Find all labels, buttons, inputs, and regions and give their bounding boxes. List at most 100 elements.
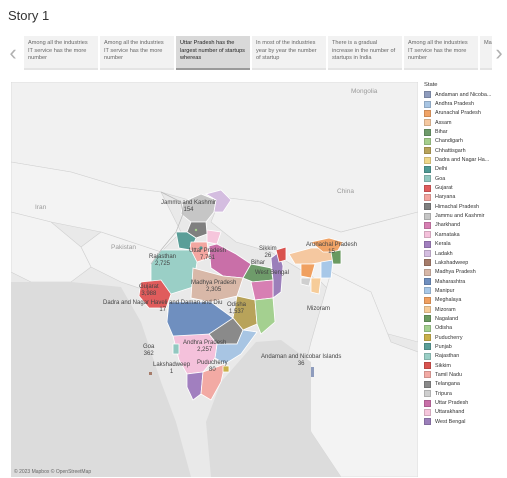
- legend-item[interactable]: Dadra and Nagar Ha...: [424, 155, 507, 164]
- legend-item[interactable]: Odisha: [424, 324, 507, 333]
- legend-label: Punjab: [435, 343, 452, 350]
- story-point-1[interactable]: Among all the industries IT service has …: [24, 36, 98, 70]
- legend-item[interactable]: Haryana: [424, 193, 507, 202]
- map-canvas: [11, 82, 418, 477]
- story-point-4[interactable]: In most of the industries year by year t…: [252, 36, 326, 70]
- legend-item[interactable]: Delhi: [424, 165, 507, 174]
- legend-item[interactable]: Goa: [424, 174, 507, 183]
- legend-item[interactable]: Andhra Pradesh: [424, 99, 507, 108]
- map-label-state: Lakshadweep: [153, 362, 191, 368]
- legend-item[interactable]: Kerala: [424, 240, 507, 249]
- legend-item[interactable]: Rajasthan: [424, 352, 507, 361]
- legend-label: Andhra Pradesh: [435, 101, 474, 108]
- legend-label: Tamil Nadu: [435, 371, 462, 378]
- map-label-state: Uttar Pradesh: [189, 248, 227, 254]
- map-label-state: Puducherry: [197, 360, 228, 366]
- legend-item[interactable]: Madhya Pradesh: [424, 268, 507, 277]
- legend-label: Kerala: [435, 241, 451, 248]
- legend-swatch: [424, 212, 431, 220]
- legend-item[interactable]: Lakshadweep: [424, 258, 507, 267]
- story-point-3[interactable]: Uttar Pradesh has the largest number of …: [176, 36, 250, 70]
- legend-swatch: [424, 250, 431, 258]
- map-label-value: 3,988: [141, 291, 157, 297]
- india-map[interactable]: Mongolia China Pakistan Iran Jammu and K…: [11, 82, 418, 477]
- story-point-6[interactable]: Among all the industries IT service has …: [404, 36, 478, 70]
- legend-title: State: [424, 82, 438, 88]
- legend-item[interactable]: Uttar Pradesh: [424, 398, 507, 407]
- map-label-odisha: Odisha 1,537: [227, 302, 246, 316]
- legend-swatch: [424, 408, 431, 416]
- legend-item[interactable]: Gujarat: [424, 183, 507, 192]
- story-point-5[interactable]: There is a gradual increase in the numbe…: [328, 36, 402, 70]
- map-label-dadra-and-nagar-haveli-and-daman-and-diu: Dadra and Nagar Haveli and Daman and Diu…: [103, 300, 222, 314]
- legend-swatch: [424, 418, 431, 426]
- map-label-value: 154: [183, 207, 194, 213]
- legend-label: Gujarat: [435, 185, 453, 192]
- legend-label: Assam: [435, 119, 452, 126]
- chevron-right-icon[interactable]: ›: [495, 40, 503, 65]
- map-label-state: Bihar: [251, 260, 266, 266]
- map-label-state: Mizoram: [307, 306, 331, 312]
- legend-swatch: [424, 390, 431, 398]
- map-label-mizoram: Mizoram: [307, 306, 330, 313]
- chevron-left-icon[interactable]: ‹: [9, 40, 17, 65]
- story-point-7[interactable]: Ma mo st: [480, 36, 492, 70]
- legend-item[interactable]: Manipur: [424, 286, 507, 295]
- legend-item[interactable]: Puducherry: [424, 333, 507, 342]
- legend-swatch: [424, 137, 431, 145]
- legend-item[interactable]: Andaman and Nicoba...: [424, 90, 507, 99]
- legend-item[interactable]: Nagaland: [424, 314, 507, 323]
- map-label-value: 80: [209, 367, 216, 373]
- legend-item[interactable]: Tamil Nadu: [424, 370, 507, 379]
- legend-item[interactable]: Punjab: [424, 342, 507, 351]
- legend-item[interactable]: Chandigarh: [424, 137, 507, 146]
- map-label-goa: Goa 362: [143, 344, 154, 358]
- map-label-state: Sikkim: [259, 246, 277, 252]
- map-label-value: 36: [297, 361, 305, 367]
- legend-item[interactable]: Telangana: [424, 380, 507, 389]
- map-label-state: Madhya Pradesh: [191, 280, 237, 286]
- legend-swatch: [424, 203, 431, 211]
- legend-item[interactable]: Ladakh: [424, 249, 507, 258]
- legend-item[interactable]: Tripura: [424, 389, 507, 398]
- legend-label: West Bengal: [435, 418, 466, 425]
- map-label-state: Odisha: [227, 302, 247, 308]
- map-label-west-bengal: West Bengal: [255, 270, 289, 277]
- legend-swatch: [424, 268, 431, 276]
- legend-label: Bihar: [435, 129, 448, 136]
- legend-item[interactable]: Assam: [424, 118, 507, 127]
- legend-item[interactable]: Sikkim: [424, 361, 507, 370]
- story-point-2[interactable]: Among all the industries IT service has …: [100, 36, 174, 70]
- legend-swatch: [424, 193, 431, 201]
- legend-swatch: [424, 184, 431, 192]
- legend-item[interactable]: Maharashtra: [424, 277, 507, 286]
- map-label-value: 15: [328, 249, 335, 255]
- legend-swatch: [424, 119, 431, 127]
- legend-label: Odisha: [435, 325, 453, 332]
- legend-item[interactable]: Bihar: [424, 127, 507, 136]
- legend-swatch: [424, 315, 431, 323]
- legend-item[interactable]: Uttarakhand: [424, 408, 507, 417]
- legend-item[interactable]: Chhattisgarh: [424, 146, 507, 155]
- map-label-value: 2,305: [206, 287, 222, 293]
- legend-item[interactable]: Karnataka: [424, 230, 507, 239]
- legend-item[interactable]: Jammu and Kashmir: [424, 211, 507, 220]
- legend-item[interactable]: Mizoram: [424, 305, 507, 314]
- map-label-state: Arunachal Pradesh: [306, 242, 358, 248]
- legend-item[interactable]: Himachal Pradesh: [424, 202, 507, 211]
- legend-label: Nagaland: [435, 315, 459, 322]
- legend-item[interactable]: Arunachal Pradesh: [424, 109, 507, 118]
- map-label-state: West Bengal: [255, 270, 289, 276]
- legend-item[interactable]: Meghalaya: [424, 296, 507, 305]
- map-label-madhya-pradesh: Madhya Pradesh 2,305: [191, 280, 236, 294]
- legend-label: Arunachal Pradesh: [435, 110, 481, 117]
- legend-swatch: [424, 324, 431, 332]
- map-label-uttar-pradesh: Uttar Pradesh 7,761: [189, 248, 226, 262]
- legend-item[interactable]: West Bengal: [424, 417, 507, 426]
- story-points: Among all the industries IT service has …: [24, 36, 492, 70]
- legend-label: Lakshadweep: [435, 259, 469, 266]
- map-attribution: © 2023 Mapbox © OpenStreetMap: [14, 469, 92, 475]
- legend-swatch: [424, 259, 431, 267]
- map-label-state: Rajasthan: [149, 254, 177, 260]
- legend-item[interactable]: Jharkhand: [424, 221, 507, 230]
